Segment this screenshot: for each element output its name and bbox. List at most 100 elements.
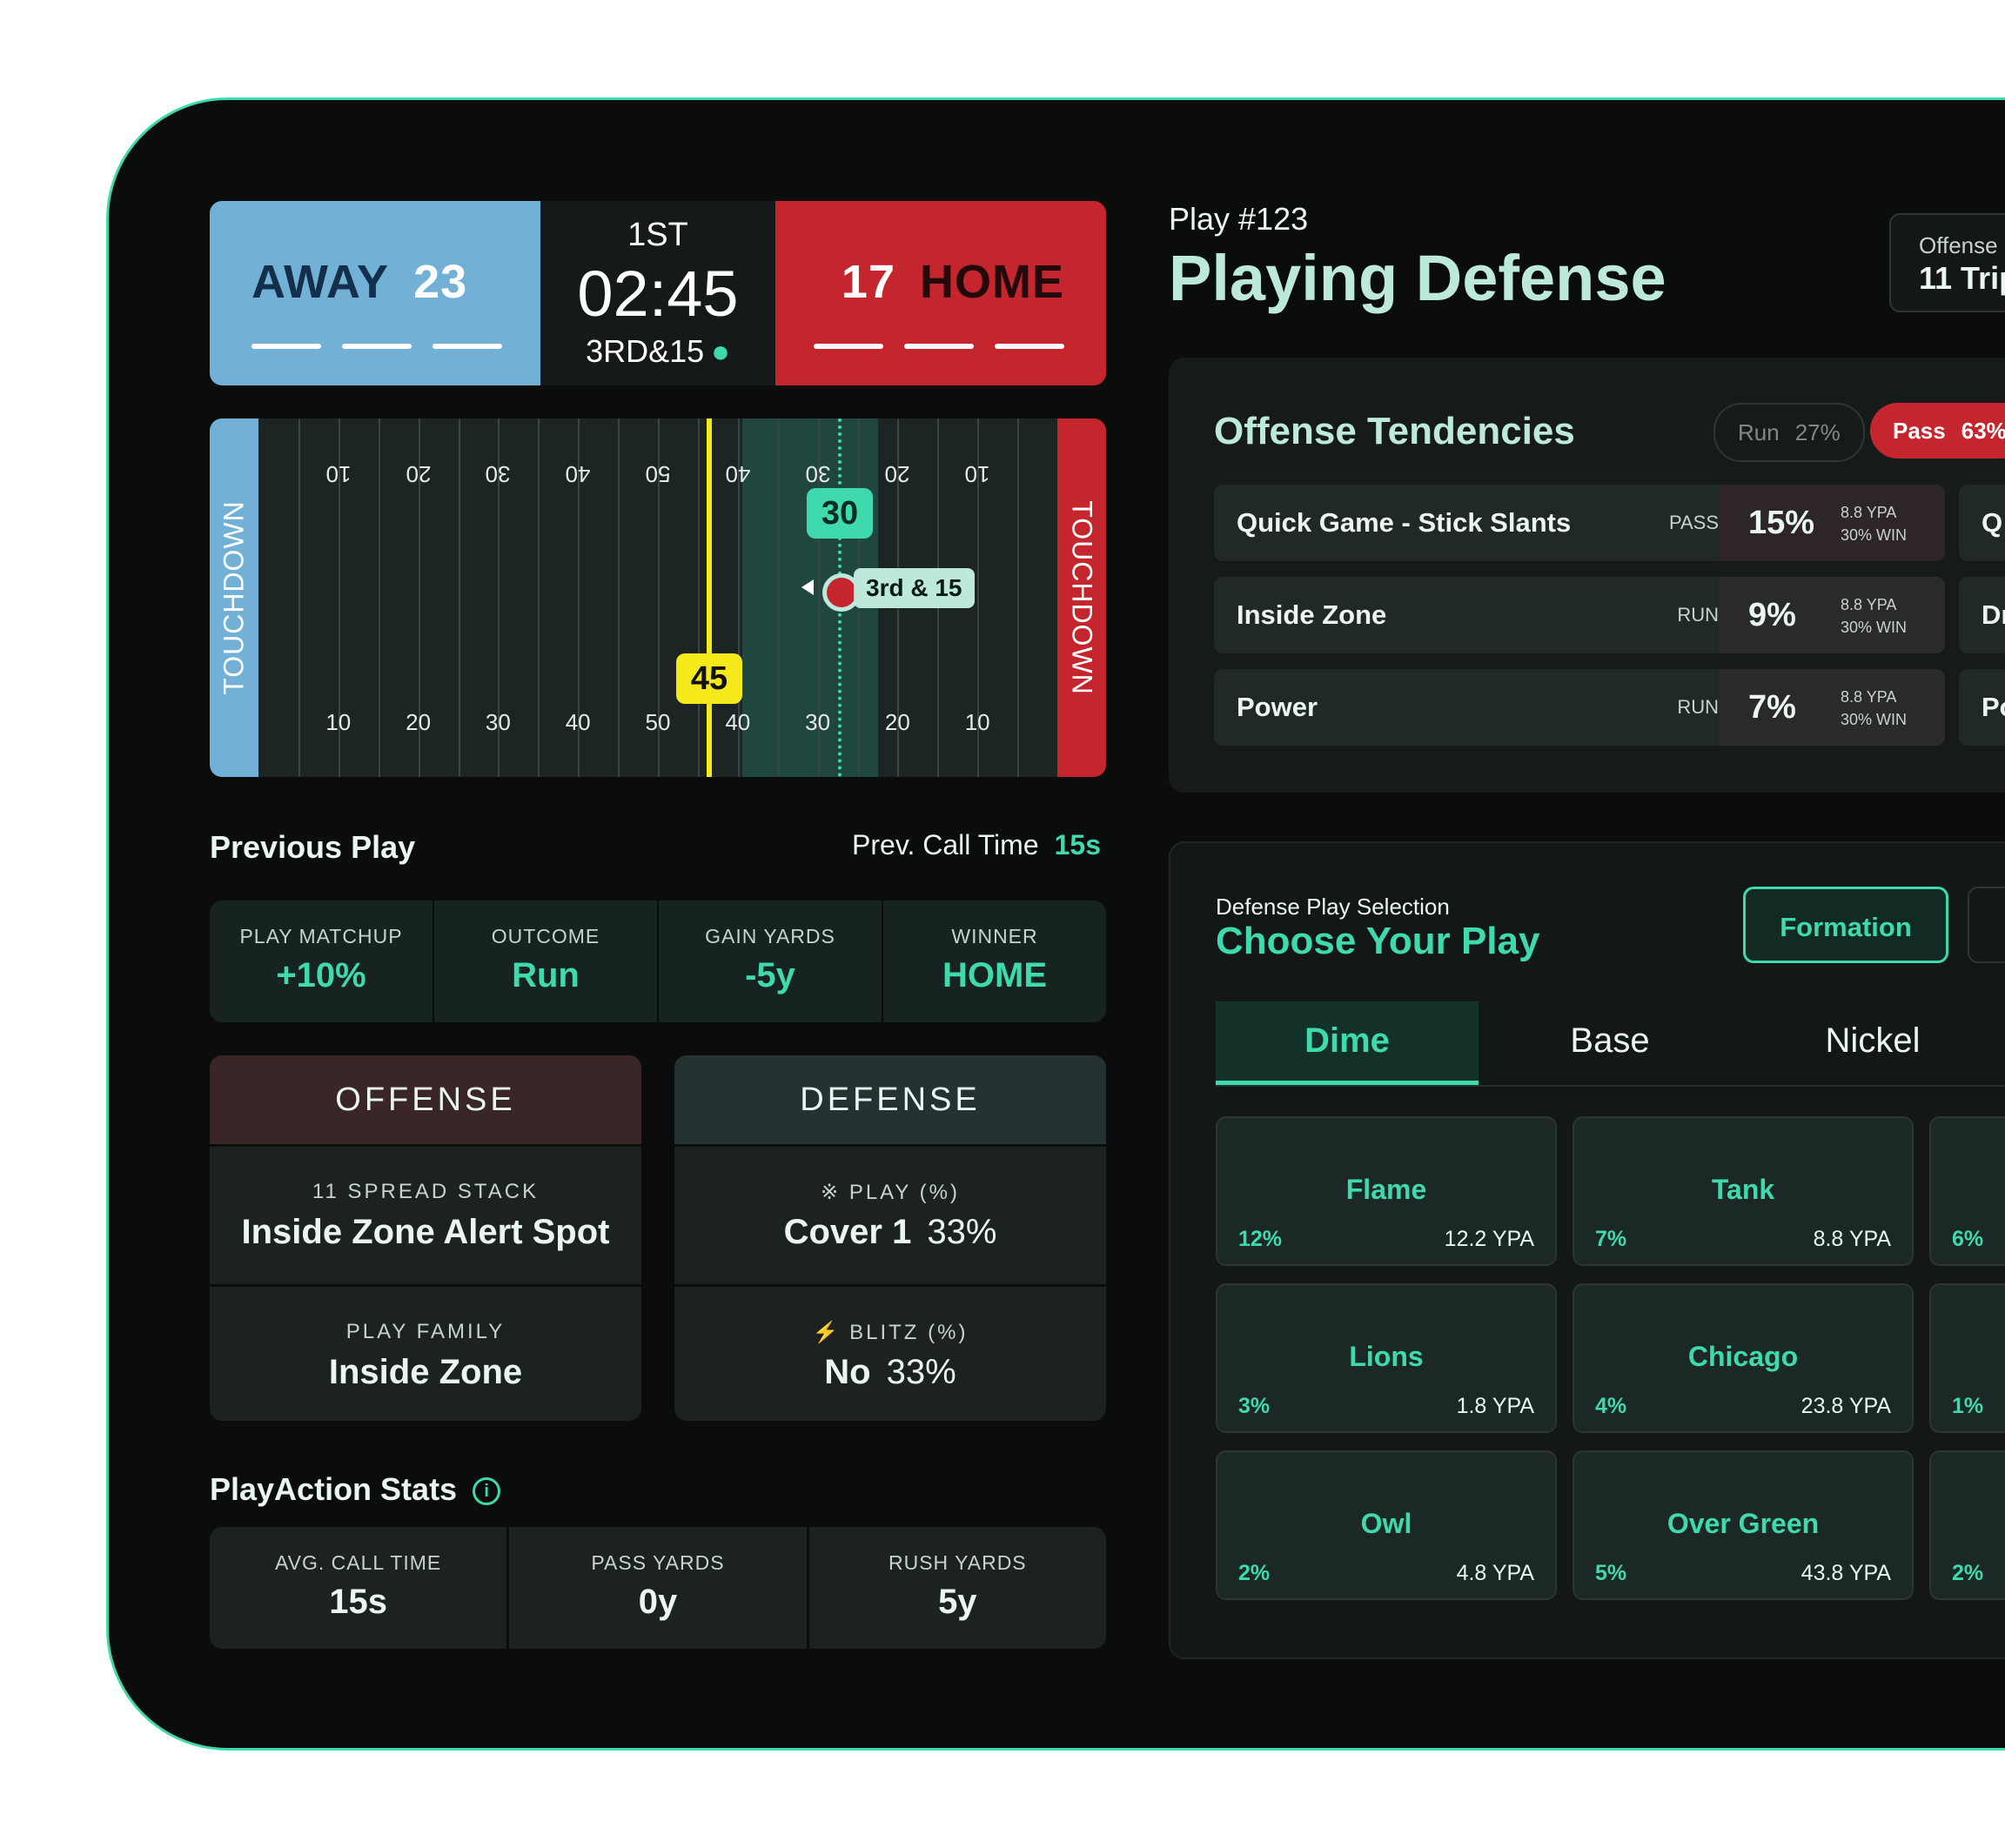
yard-number: 30: [805, 461, 831, 487]
defense-blitz-section: ⚡ BLITZ (%) No 33%: [674, 1284, 1106, 1421]
play-name: Over Green: [1666, 1508, 1820, 1539]
tendency-row[interactable]: Inside Zone RUN 9% 8.8 YPA 30% WIN: [1214, 577, 1945, 653]
yard-number: 40: [565, 709, 591, 735]
yard-line: [817, 418, 820, 777]
defense-play-label: PLAY (%): [848, 1181, 960, 1204]
play-card-lions[interactable]: Lions 3% 1.8 YPA: [1216, 1283, 1557, 1433]
play-card-flame[interactable]: Flame 12% 12.2 YPA: [1216, 1116, 1557, 1266]
offense-tendencies-panel: Offense Tendencies Run 27% Pass 63% Quick …: [1169, 358, 2005, 793]
defense-play-pct: 33%: [927, 1213, 997, 1251]
yard-line: [618, 418, 620, 777]
play-card-chicago[interactable]: Chicago 4% 23.8 YPA: [1572, 1283, 1914, 1433]
playaction-title: PlayAction Stats: [210, 1471, 458, 1507]
timeout-dash: [433, 344, 502, 349]
tendency-ypa: 8.8 YPA: [1841, 596, 1897, 613]
away-endzone: TOUCHDOWN: [210, 418, 258, 777]
stat-value: 15s: [329, 1583, 388, 1621]
tendency-ypa: 8.8 YPA: [1841, 688, 1897, 706]
tab-nickel[interactable]: Nickel: [1825, 1021, 1921, 1060]
stat-label: OUTCOME: [491, 925, 600, 947]
yard-line: [578, 418, 580, 777]
stat-value: -5y: [745, 956, 795, 994]
stat-value: Run: [512, 956, 580, 994]
tendency-stat: 9% 8.8 YPA 30% WIN: [1719, 577, 1945, 653]
offense-play-section: 11 SPREAD STACK Inside Zone Alert Spot: [210, 1144, 641, 1284]
tendency-row[interactable]: Quick Game - Stick Slants PASS 15% 8.8 Y…: [1214, 485, 1945, 561]
play-pct: 2%: [1952, 1561, 1984, 1585]
play-name: Tank: [1711, 1174, 1775, 1205]
stat-value: 5y: [938, 1583, 977, 1621]
pass-label: Pass: [1893, 418, 1946, 444]
yard-line: [697, 418, 700, 777]
away-timeouts: [251, 344, 502, 349]
tendency-win: 30% WIN: [1841, 526, 1908, 544]
tendency-row-next[interactable]: Q: [1959, 485, 2005, 561]
blitz-value: No: [824, 1353, 871, 1391]
home-endzone: TOUCHDOWN: [1057, 418, 1106, 777]
info-icon[interactable]: i: [473, 1477, 501, 1506]
defense-play-row: Cover 1 33%: [674, 1213, 1106, 1252]
play-name: Chicago: [1687, 1341, 1799, 1372]
previous-play-title: Previous Play: [210, 829, 416, 865]
offense-card: OFFENSE 11 SPREAD STACK Inside Zone Aler…: [210, 1055, 641, 1421]
away-team-name: AWAY: [251, 256, 390, 308]
tablet-frame: AWAY 23 1ST 02:45 3RD&15 ● 17 HOME 10 10 20 20…: [106, 97, 2005, 1751]
yard-number: 20: [406, 461, 432, 487]
tendency-pct: 9%: [1748, 597, 1796, 633]
blitz-pct: 33%: [886, 1353, 956, 1391]
formation-button[interactable]: Formation: [1743, 887, 1948, 963]
defense-card-title: DEFENSE: [674, 1055, 1106, 1144]
yard-line: [338, 418, 340, 777]
play-pct: 1%: [1952, 1394, 1984, 1418]
tendency-win: 30% WIN: [1841, 711, 1908, 728]
stat-cell: PLAY MATCHUP +10%: [210, 901, 434, 1022]
tendency-name: Power: [1237, 692, 1318, 722]
pass-pill[interactable]: Pass 63%: [1870, 403, 2005, 459]
play-pct: 6%: [1952, 1227, 1984, 1251]
away-team: AWAY 23: [251, 255, 467, 309]
tendency-stat: 7% 8.8 YPA 30% WIN: [1719, 669, 1945, 746]
stat-label: GAIN YARDS: [705, 925, 835, 947]
stat-cell: OUTCOME Run: [434, 901, 659, 1022]
blitz-row: No 33%: [674, 1353, 1106, 1392]
run-pct: 27%: [1794, 419, 1841, 445]
offense-formation-box[interactable]: Offense 11 Trip: [1889, 213, 2005, 312]
first-down-yard-tag: 30: [807, 488, 873, 539]
offense-box-label: Offense: [1919, 232, 1998, 258]
football-icon: ●: [711, 333, 730, 369]
play-card-tank[interactable]: Tank 7% 8.8 YPA: [1572, 1116, 1914, 1266]
yard-line: [1017, 418, 1020, 777]
defense-play-section: ※ PLAY (%) Cover 1 33%: [674, 1144, 1106, 1284]
away-team-score: 23: [413, 256, 468, 308]
scoreboard: AWAY 23 1ST 02:45 3RD&15 ● 17 HOME: [210, 201, 1106, 385]
play-number: Play #123: [1169, 201, 1309, 237]
yard-line: [498, 418, 500, 777]
tab-dime[interactable]: Dime: [1216, 1001, 1479, 1085]
tendency-row[interactable]: Power RUN 7% 8.8 YPA 30% WIN: [1214, 669, 1945, 746]
play-card-owl[interactable]: Owl 2% 4.8 YPA: [1216, 1450, 1557, 1600]
prev-call-time-value: 15s: [1054, 829, 1101, 860]
play-card-partial[interactable]: 2%: [1929, 1450, 2005, 1600]
play-ypa: 23.8 YPA: [1800, 1394, 1891, 1418]
play-card-partial[interactable]: 6%: [1929, 1116, 2005, 1266]
run-pill[interactable]: Run 27%: [1713, 403, 1865, 462]
offense-box-value: 11 Trip: [1919, 260, 2005, 296]
yard-line: [977, 418, 980, 777]
secondary-button[interactable]: [1968, 887, 2005, 963]
away-team-panel: AWAY 23: [210, 201, 540, 385]
tendency-row-next[interactable]: Dr: [1959, 577, 2005, 653]
tab-base[interactable]: Base: [1570, 1021, 1650, 1060]
defense-package-tabs: Dime Base Nickel: [1216, 1001, 2005, 1087]
play-card-partial[interactable]: 1%: [1929, 1283, 2005, 1433]
prev-call-time: Prev. Call Time 15s: [852, 829, 1101, 861]
direction-arrow-icon: [801, 579, 814, 595]
stat-cell: PASS YARDS 0y: [509, 1527, 809, 1649]
tendency-row-next[interactable]: Po: [1959, 669, 2005, 746]
play-card-over-green[interactable]: Over Green 5% 43.8 YPA: [1572, 1450, 1914, 1600]
yard-number: 30: [485, 709, 511, 735]
home-timeouts: [814, 344, 1064, 349]
yard-line: [658, 418, 660, 777]
endzone-label-right: TOUCHDOWN: [1066, 500, 1098, 695]
yard-line: [458, 418, 460, 777]
stat-label: PASS YARDS: [591, 1551, 725, 1574]
